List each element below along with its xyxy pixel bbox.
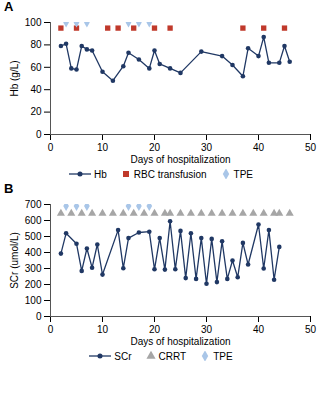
svg-text:60: 60: [30, 62, 42, 73]
html-text:TPE: TPE: [233, 168, 253, 180]
svg-text:80: 80: [30, 39, 42, 50]
svg-text:0: 0: [36, 129, 42, 140]
svg-text:700: 700: [25, 199, 42, 210]
svg-text:20: 20: [30, 106, 42, 117]
svg-text:10: 10: [97, 142, 109, 153]
svg-text:40: 40: [30, 84, 42, 95]
html-text:CRRT: CRRT: [158, 350, 187, 362]
html-text:B: B: [4, 181, 14, 196]
html-text:A: A: [4, 0, 14, 14]
svg-text:20: 20: [149, 142, 161, 153]
svg-text:200: 200: [25, 279, 42, 290]
svg-text:50: 50: [305, 142, 317, 153]
svg-text:30: 30: [201, 142, 213, 153]
svg-text:Hb (g/L): Hb (g/L): [9, 60, 20, 96]
svg-text:0: 0: [48, 142, 54, 153]
svg-text:SCr (umol/L): SCr (umol/L): [9, 232, 20, 289]
html-text:TPE: TPE: [213, 350, 233, 362]
svg-text:100: 100: [25, 17, 42, 28]
svg-text:400: 400: [25, 247, 42, 258]
svg-text:40: 40: [253, 142, 265, 153]
html-text:SCr: SCr: [114, 350, 132, 362]
svg-text:20: 20: [149, 324, 161, 335]
svg-text:40: 40: [253, 324, 265, 335]
svg-text:0: 0: [36, 311, 42, 322]
svg-text:500: 500: [25, 231, 42, 242]
svg-text:Days of hospitalization: Days of hospitalization: [130, 154, 230, 165]
svg-text:10: 10: [97, 324, 109, 335]
svg-text:600: 600: [25, 215, 42, 226]
svg-text:30: 30: [201, 324, 213, 335]
svg-text:50: 50: [305, 324, 317, 335]
svg-text:300: 300: [25, 263, 42, 274]
svg-text:0: 0: [48, 324, 54, 335]
html-text:Hb: Hb: [94, 168, 107, 180]
svg-text:Days of hospitalization: Days of hospitalization: [130, 336, 230, 347]
svg-text:100: 100: [25, 295, 42, 306]
html-text:RBC transfusion: RBC transfusion: [133, 168, 207, 180]
